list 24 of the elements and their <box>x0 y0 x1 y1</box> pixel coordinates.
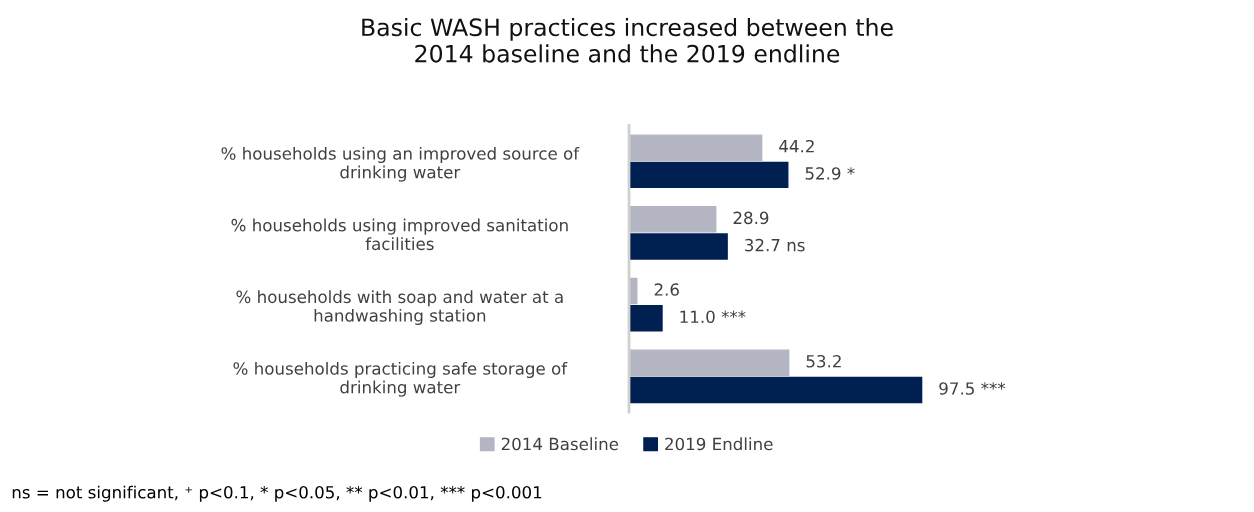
bar <box>629 277 638 305</box>
data-label: 11.0 *** <box>680 310 746 324</box>
data-label: 32.7 ns <box>745 238 805 252</box>
data-label: 53.2 <box>806 354 841 368</box>
data-label: 2.6 <box>654 283 679 296</box>
y-tick-label: % households with soap and water at a handwashing station <box>236 290 563 326</box>
y-tick-label: % households practicing safe storage of drinking water <box>233 361 568 397</box>
legend-label: 2014 Baseline <box>501 437 619 451</box>
data-label: 52.9 * <box>805 167 855 180</box>
y-tick-label: % households using an improved source of drinking water <box>221 146 580 182</box>
y-tick-label: % households using improved sanitation facilities <box>231 218 568 251</box>
bar <box>629 305 663 332</box>
data-label: 44.2 <box>779 139 814 153</box>
chart-title: Basic WASH practices increased between the 2014 baseline and the 2019 endline <box>362 17 893 63</box>
data-label: 97.5 *** <box>939 382 1006 395</box>
bar <box>629 233 728 260</box>
bar <box>629 349 790 376</box>
bar <box>629 206 717 233</box>
text: ns = not significant, ⁺ p<0.1, * p<0.05, ** p<0.01, *** p<0.001 <box>12 485 542 502</box>
bar <box>629 161 789 189</box>
bar <box>629 134 763 161</box>
bar <box>629 376 923 404</box>
legend-label: 2019 Endline <box>665 437 773 451</box>
data-label: 28.9 <box>733 211 769 225</box>
